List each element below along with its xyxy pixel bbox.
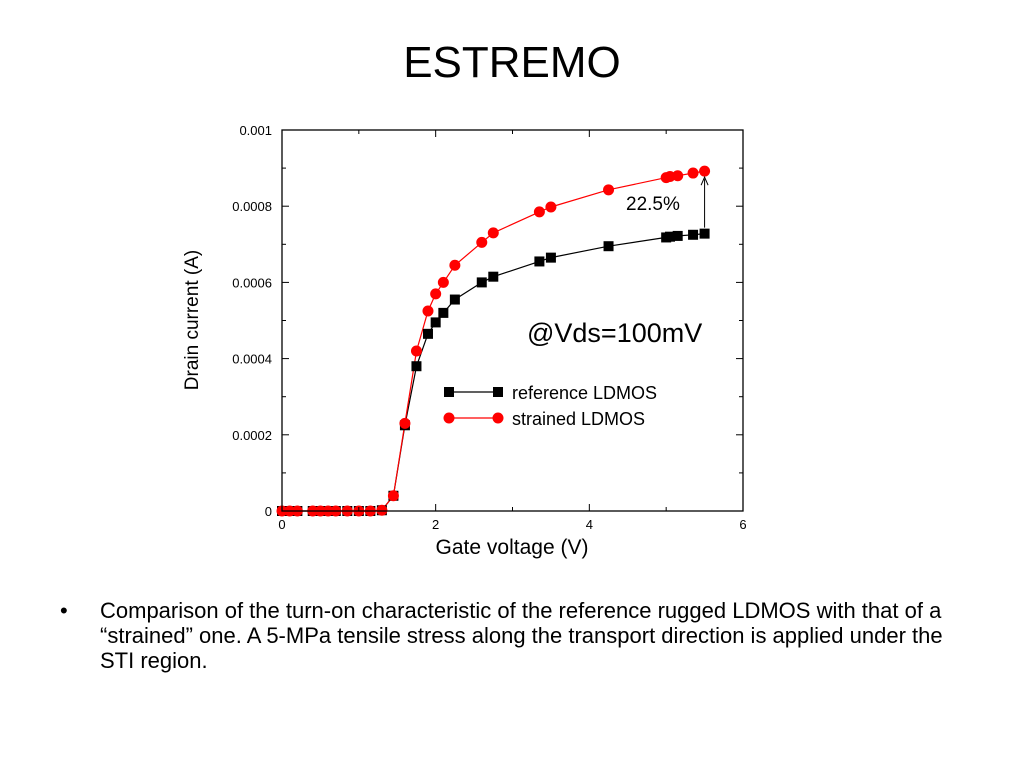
data-point-reference [603,241,614,252]
legend-label-strained: strained LDMOS [512,409,645,429]
data-point-strained [699,165,711,177]
data-point-reference [545,252,556,263]
data-point-strained [533,206,545,218]
legend: reference LDMOS strained LDMOS [443,383,657,429]
data-point-reference [422,328,433,339]
x-tick-label: 6 [739,517,746,532]
increase-arrow [700,175,709,228]
x-tick-label: 2 [432,517,439,532]
data-point-reference [488,271,499,282]
arrow-head [700,175,709,186]
data-point-reference [688,229,699,240]
y-tick-label: 0.0008 [232,199,272,214]
data-point-strained [430,288,442,300]
legend-marker-strained [443,412,455,424]
bullet-text: Comparison of the turn-on characteristic… [100,598,943,673]
bullet-marker: • [60,598,68,623]
y-tick-label: 0 [265,504,272,519]
data-point-reference [449,294,460,305]
data-point-reference [476,277,487,288]
data-point-strained [437,276,449,288]
data-point-strained [476,236,488,248]
slide-title: ESTREMO [403,38,621,87]
data-point-strained [387,490,399,502]
data-point-reference [672,230,683,241]
data-point-strained [545,201,557,213]
data-point-reference [438,307,449,318]
y-tick-label: 0.0004 [232,352,272,367]
y-tick-label: 0.0006 [232,275,272,290]
legend-marker-reference [444,387,454,397]
data-point-reference [411,361,422,372]
data-point-strained [487,227,499,239]
data-point-strained [399,417,411,429]
legend-marker-reference [493,387,503,397]
y-tick-label: 0.001 [239,123,272,138]
data-point-reference [665,231,676,242]
legend-marker-strained [492,412,504,424]
data-point-reference [534,256,545,267]
x-tick-label: 4 [586,517,593,532]
data-point-strained [672,170,684,182]
x-axis-label: Gate voltage (V) [436,536,589,559]
legend-label-reference: reference LDMOS [512,383,657,403]
x-tick-label: 0 [278,517,285,532]
data-point-strained [687,167,699,179]
data-point-strained [603,184,615,196]
data-point-strained [376,504,388,516]
percent-increase-annotation: 22.5% [626,194,680,215]
data-point-strained [410,345,422,357]
y-axis-label: Drain current (A) [182,250,203,390]
vds-annotation: @Vds=100mV [527,318,702,348]
data-point-reference [430,317,441,328]
data-point-reference [699,228,710,239]
drain-current-chart: 0 2 4 6 0 0.0002 0.0004 0.0006 0.0008 0.001 Gate … [182,123,747,559]
y-tick-label: 0.0002 [232,428,272,443]
data-point-strained [422,305,434,317]
data-point-strained [449,259,461,271]
